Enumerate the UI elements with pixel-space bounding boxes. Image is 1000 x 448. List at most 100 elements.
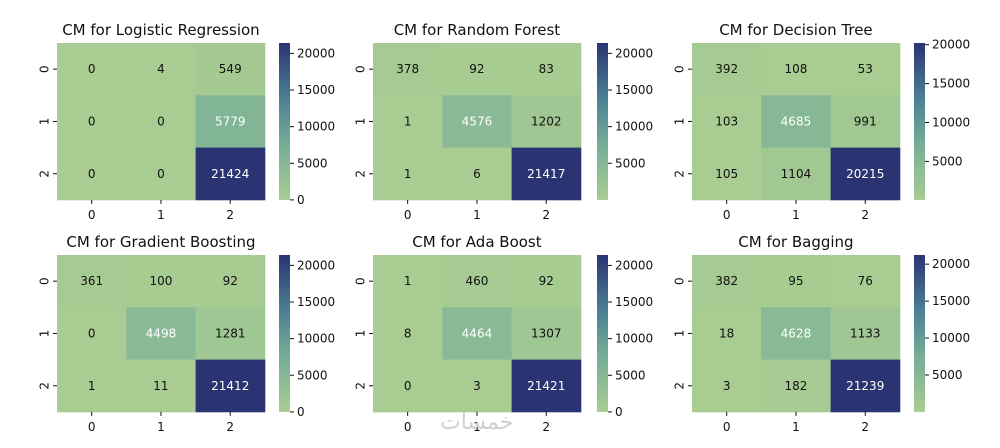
colorbar <box>914 255 925 412</box>
cell-value-label: 4464 <box>462 326 493 340</box>
panel-title: CM for Random Forest <box>394 21 561 39</box>
heatmap-cell <box>830 359 901 413</box>
cell-value-label: 4 <box>157 62 165 76</box>
cell-value-label: 1 <box>404 114 412 128</box>
y-tick-label: 1 <box>673 118 687 126</box>
x-tick-label: 0 <box>404 420 412 434</box>
colorbar-tick-label: 10000 <box>932 331 970 345</box>
cell-value-label: 4498 <box>146 326 177 340</box>
colorbar-tick-label: 10000 <box>932 115 970 129</box>
heatmap-cell <box>830 95 901 148</box>
x-tick-label: 2 <box>226 420 234 434</box>
colorbar-tick-label: 5000 <box>615 368 646 382</box>
cell-value-label: 21412 <box>211 379 249 393</box>
y-tick-label: 2 <box>354 170 368 178</box>
y-tick-label: 2 <box>38 170 52 178</box>
heatmap-cell <box>830 147 901 201</box>
cell-value-label: 1281 <box>215 326 246 340</box>
heatmap-cell <box>126 147 196 201</box>
heatmap-cell <box>692 147 762 201</box>
heatmap-cell <box>761 307 831 360</box>
colorbar <box>597 43 608 200</box>
cell-value-label: 95 <box>788 274 803 288</box>
watermark-logo: خمسات <box>440 410 514 435</box>
confusion-matrix-panel: CM for Logistic Regression 0 4 549 0 0 5779 0 0 2… <box>38 21 336 222</box>
confusion-matrix-panel: CM for Ada Boost 1 460 92 8 4464 1307 0 3 21421 0 1… <box>354 233 654 434</box>
cell-value-label: 92 <box>539 274 554 288</box>
x-tick-label: 0 <box>88 208 96 222</box>
cell-value-label: 8 <box>404 326 412 340</box>
cell-value-label: 0 <box>404 379 412 393</box>
heatmap-cell <box>511 359 582 413</box>
y-tick-label: 1 <box>38 118 52 126</box>
heatmap-cell <box>195 307 266 360</box>
heatmap-cell <box>57 95 127 148</box>
cell-value-label: 182 <box>784 379 807 393</box>
heatmap-cell <box>761 255 831 308</box>
y-tick-label: 0 <box>354 65 368 73</box>
panel-title: CM for Decision Tree <box>719 21 872 39</box>
colorbar-tick-label: 15000 <box>615 295 653 309</box>
y-tick-label: 2 <box>673 170 687 178</box>
colorbar <box>279 255 290 412</box>
heatmap-cell <box>373 255 443 308</box>
y-tick-label: 1 <box>354 330 368 338</box>
heatmap-cell <box>692 307 762 360</box>
cell-value-label: 108 <box>784 62 807 76</box>
heatmap-cell <box>511 147 582 201</box>
colorbar-tick-label: 0 <box>297 193 305 207</box>
x-tick-label: 1 <box>157 420 165 434</box>
cell-value-label: 3 <box>473 379 481 393</box>
cell-value-label: 549 <box>219 62 242 76</box>
cell-value-label: 21424 <box>211 167 249 181</box>
cell-value-label: 1 <box>404 167 412 181</box>
colorbar-tick-label: 15000 <box>932 294 970 308</box>
heatmap-cell <box>57 43 127 96</box>
x-tick-label: 1 <box>473 420 481 434</box>
heatmap-cell <box>57 359 127 413</box>
cell-value-label: 21417 <box>527 167 565 181</box>
heatmap-cell <box>830 43 901 96</box>
cell-value-label: 53 <box>858 62 873 76</box>
cell-value-label: 4576 <box>462 114 493 128</box>
panel-title: CM for Logistic Regression <box>62 21 259 39</box>
heatmap-cell <box>57 255 127 308</box>
y-tick-label: 1 <box>38 330 52 338</box>
heatmap-cell <box>195 95 266 148</box>
cell-value-label: 11 <box>153 379 168 393</box>
cell-value-label: 5779 <box>215 114 246 128</box>
heatmap-cell <box>692 359 762 413</box>
y-tick-label: 0 <box>673 277 687 285</box>
cell-value-label: 991 <box>854 114 877 128</box>
cell-value-label: 0 <box>88 326 96 340</box>
heatmap-cell <box>442 95 512 148</box>
colorbar <box>914 43 925 200</box>
x-tick-label: 2 <box>542 420 550 434</box>
heatmap-cell <box>195 43 266 96</box>
heatmap-cell <box>442 307 512 360</box>
x-tick-label: 2 <box>542 208 550 222</box>
cell-value-label: 6 <box>473 167 481 181</box>
cell-value-label: 460 <box>465 274 488 288</box>
panel-title: CM for Bagging <box>738 233 853 251</box>
heatmap-cell <box>126 95 196 148</box>
cell-value-label: 1104 <box>781 167 812 181</box>
cell-value-label: 0 <box>88 114 96 128</box>
heatmap-cell <box>126 255 196 308</box>
heatmap-cell <box>830 307 901 360</box>
heatmap-cell <box>442 147 512 201</box>
heatmap-cell <box>373 147 443 201</box>
cell-value-label: 20215 <box>846 167 884 181</box>
cell-value-label: 0 <box>88 62 96 76</box>
colorbar <box>279 43 290 200</box>
x-tick-label: 0 <box>723 420 731 434</box>
cell-value-label: 382 <box>715 274 738 288</box>
x-tick-label: 1 <box>792 208 800 222</box>
colorbar-tick-label: 20000 <box>297 46 335 60</box>
colorbar-tick-label: 20000 <box>615 258 653 272</box>
cell-value-label: 21421 <box>527 379 565 393</box>
heatmap-cell <box>692 255 762 308</box>
colorbar-tick-label: 5000 <box>297 156 328 170</box>
cell-value-label: 378 <box>396 62 419 76</box>
cell-value-label: 0 <box>88 167 96 181</box>
